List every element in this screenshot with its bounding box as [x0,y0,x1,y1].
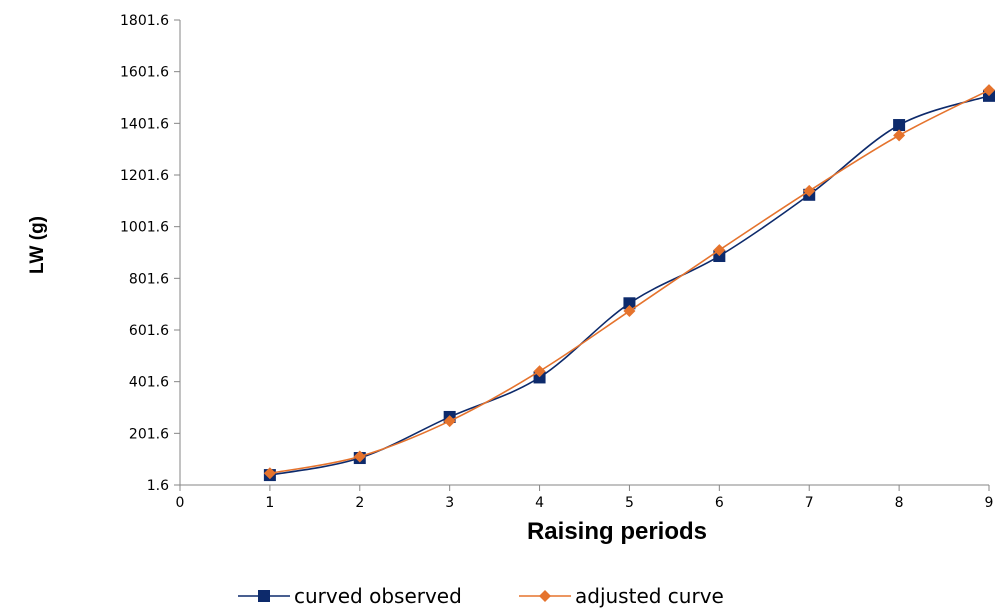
x-axis-ticks: 0 1 2 3 4 5 6 7 8 9 [176,485,994,511]
y-tick-label: 1001.6 [120,220,169,236]
legend-swatch-marker [258,590,270,602]
y-tick-label: 1201.6 [120,168,169,184]
y-tick-label: 1401.6 [120,116,169,132]
series-adjusted [263,84,995,480]
y-tick-label: 1801.6 [120,13,169,29]
x-tick-label: 4 [535,495,544,511]
legend-label: curved observed [294,584,462,608]
series-line-observed [269,95,990,476]
data-point-adjusted [893,129,906,142]
legend: curved observed adjusted curve [238,584,724,608]
legend-label: adjusted curve [575,584,724,608]
legend-swatch-marker [539,590,551,602]
data-point-adjusted [803,184,816,197]
data-point-adjusted [623,305,636,318]
y-tick-label: 1.6 [147,478,169,494]
series-layer [263,84,995,482]
x-tick-label: 9 [985,495,994,511]
y-tick-label: 601.6 [129,323,169,339]
legend-item-adjusted: adjusted curve [519,584,724,608]
data-point-adjusted [533,365,546,378]
x-tick-label: 8 [895,495,904,511]
data-point-observed [533,371,546,384]
data-point-adjusted [713,244,726,257]
data-point-adjusted [263,467,276,480]
series-observed [263,89,995,482]
data-point-adjusted [443,415,456,428]
data-point-adjusted [983,84,995,97]
x-axis-title: Raising periods [527,518,707,545]
legend-item-observed: curved observed [238,584,462,608]
y-axis-title: LW (g) [27,216,48,274]
y-tick-label: 1601.6 [120,65,169,81]
x-tick-label: 7 [805,495,814,511]
y-tick-label: 801.6 [129,271,169,287]
x-tick-label: 5 [625,495,634,511]
axes [179,20,989,486]
x-tick-label: 6 [715,495,724,511]
x-tick-label: 3 [445,495,454,511]
x-tick-label: 2 [355,495,364,511]
x-tick-label: 0 [176,495,185,511]
data-point-observed [893,119,906,132]
y-tick-label: 201.6 [129,426,169,442]
data-point-observed [623,297,636,310]
data-point-adjusted [353,450,366,463]
y-axis-ticks: 1.6 201.6 401.6 601.6 801.6 1001.6 1201.6 1401.… [120,13,180,494]
x-tick-label: 1 [265,495,274,511]
y-tick-label: 401.6 [129,375,169,391]
series-line-adjusted [269,89,990,475]
